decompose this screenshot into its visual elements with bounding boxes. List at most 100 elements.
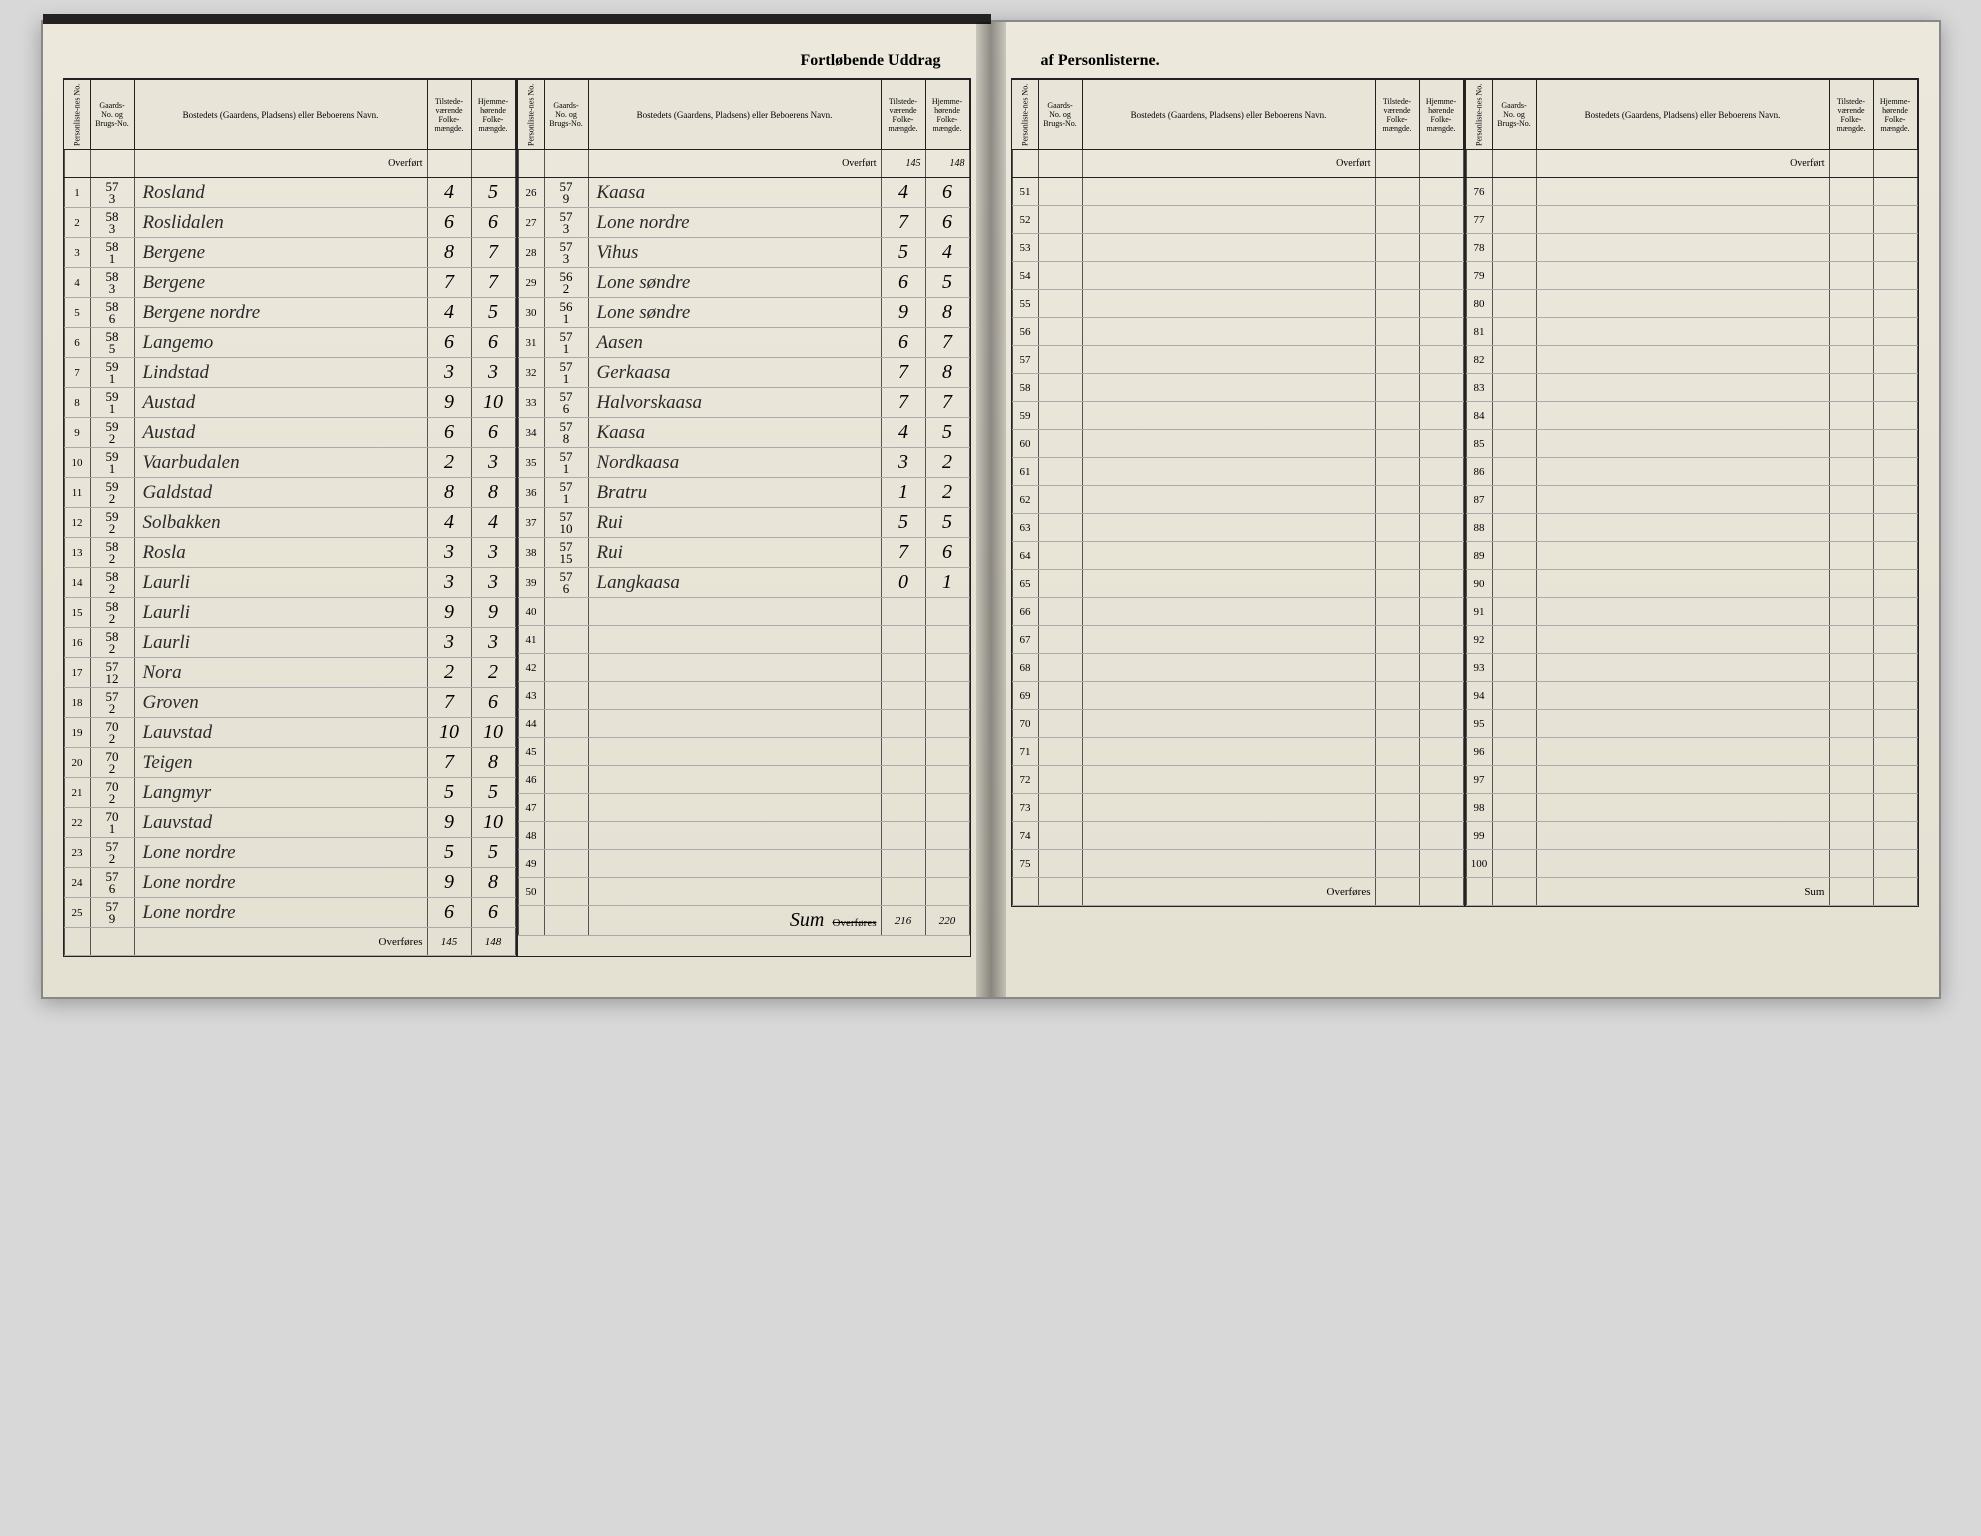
hjemme-count: [1873, 654, 1917, 682]
row-number: 23: [64, 838, 90, 868]
tilstede-count: 0: [881, 568, 925, 598]
hjemme-count: [1419, 570, 1463, 598]
ledger-row: 79: [1466, 262, 1917, 290]
tilstede-count: [1829, 738, 1873, 766]
tilstede-count: [1829, 234, 1873, 262]
bosted-name: Lindstad: [134, 358, 427, 388]
hjemme-count: 3: [471, 448, 515, 478]
bosted-name: [1082, 514, 1375, 542]
bosted-name: Bergene nordre: [134, 298, 427, 328]
bosted-name: [1082, 318, 1375, 346]
tilstede-count: 2: [427, 448, 471, 478]
gaard-no: 582: [90, 598, 134, 628]
ledger-row: 96: [1466, 738, 1917, 766]
bosted-name: [1536, 794, 1829, 822]
hjemme-count: 3: [471, 358, 515, 388]
hjemme-count: 8: [925, 358, 969, 388]
overfort-label: Overført: [1536, 150, 1829, 178]
bosted-name: Bergene: [134, 238, 427, 268]
gaard-no: [1492, 542, 1536, 570]
bosted-name: Halvorskaasa: [588, 388, 881, 418]
tilstede-count: 6: [881, 328, 925, 358]
ledger-row: 45: [518, 738, 969, 766]
hjemme-count: [1419, 514, 1463, 542]
bosted-name: [1082, 458, 1375, 486]
gaard-no: [1038, 654, 1082, 682]
gaard-no: [1492, 374, 1536, 402]
bosted-name: [588, 682, 881, 710]
gaard-no: [1038, 262, 1082, 290]
overfort-tilstede: [1829, 150, 1873, 178]
hjemme-count: [1873, 458, 1917, 486]
tilstede-count: [1375, 514, 1419, 542]
gaard-no: [1038, 290, 1082, 318]
row-number: 46: [518, 766, 544, 794]
hjemme-count: [1873, 570, 1917, 598]
hjemme-count: [1873, 794, 1917, 822]
ledger-row: 50: [518, 878, 969, 906]
col-personliste: Personliste-nes No.: [64, 80, 90, 150]
row-number: 44: [518, 710, 544, 738]
gaard-no: [1038, 738, 1082, 766]
tilstede-count: [1375, 822, 1419, 850]
bosted-name: [1536, 458, 1829, 486]
tilstede-count: 3: [427, 628, 471, 658]
row-number: 48: [518, 822, 544, 850]
bosted-name: Austad: [134, 418, 427, 448]
tilstede-count: [881, 766, 925, 794]
row-number: 75: [1012, 850, 1038, 878]
bosted-name: [1536, 626, 1829, 654]
ledger-row: 89: [1466, 542, 1917, 570]
tilstede-count: [881, 598, 925, 626]
gaard-no: [1038, 430, 1082, 458]
hjemme-count: [1873, 178, 1917, 206]
hjemme-count: 2: [925, 448, 969, 478]
ledger-row: 20702Teigen78: [64, 748, 515, 778]
ledger-row: 87: [1466, 486, 1917, 514]
bosted-name: [1082, 542, 1375, 570]
col-tilstede: Tilstede-værende Folke-mængde.: [427, 80, 471, 150]
tilstede-count: [1829, 850, 1873, 878]
gaard-no: 571: [544, 448, 588, 478]
tilstede-count: [1829, 514, 1873, 542]
tilstede-count: [1829, 626, 1873, 654]
row-number: 57: [1012, 346, 1038, 374]
overfores-tilstede: [1375, 878, 1419, 906]
hjemme-count: 6: [471, 898, 515, 928]
tilstede-count: 3: [427, 538, 471, 568]
ledger-row: 175712Nora22: [64, 658, 515, 688]
hjemme-count: 5: [471, 178, 515, 208]
ledger-block-1: Personliste-nes No. Gaards-No. og Brugs-…: [63, 78, 517, 957]
ledger-row: 60: [1012, 430, 1463, 458]
hjemme-count: [1419, 682, 1463, 710]
row-number: 74: [1012, 822, 1038, 850]
ledger-row: 30561Lone søndre98: [518, 298, 969, 328]
col-personliste: Personliste-nes No.: [518, 80, 544, 150]
bosted-name: [1082, 178, 1375, 206]
gaard-no: 576: [544, 568, 588, 598]
bosted-name: Langemo: [134, 328, 427, 358]
gaard-no: [1038, 598, 1082, 626]
ledger-row: 22701Lauvstad910: [64, 808, 515, 838]
tilstede-count: 9: [427, 388, 471, 418]
hjemme-count: [1419, 458, 1463, 486]
tilstede-count: [1375, 290, 1419, 318]
hjemme-count: 6: [925, 178, 969, 208]
col-bosted: Bostedets (Gaardens, Pladsens) eller Beb…: [588, 80, 881, 150]
hjemme-count: [1873, 738, 1917, 766]
tilstede-count: [1829, 318, 1873, 346]
hjemme-count: [1873, 374, 1917, 402]
hjemme-count: 2: [471, 658, 515, 688]
hjemme-count: 4: [471, 508, 515, 538]
ledger-row: 65: [1012, 570, 1463, 598]
ledger-row: 4583Bergene77: [64, 268, 515, 298]
row-number: 32: [518, 358, 544, 388]
ledger-row: 44: [518, 710, 969, 738]
hjemme-count: [1873, 766, 1917, 794]
col-gaards: Gaards-No. og Brugs-No.: [1492, 80, 1536, 150]
gaard-no: [544, 598, 588, 626]
hjemme-count: 2: [925, 478, 969, 508]
ledger-row: 1573Rosland45: [64, 178, 515, 208]
row-number: 81: [1466, 318, 1492, 346]
hjemme-count: [1419, 738, 1463, 766]
